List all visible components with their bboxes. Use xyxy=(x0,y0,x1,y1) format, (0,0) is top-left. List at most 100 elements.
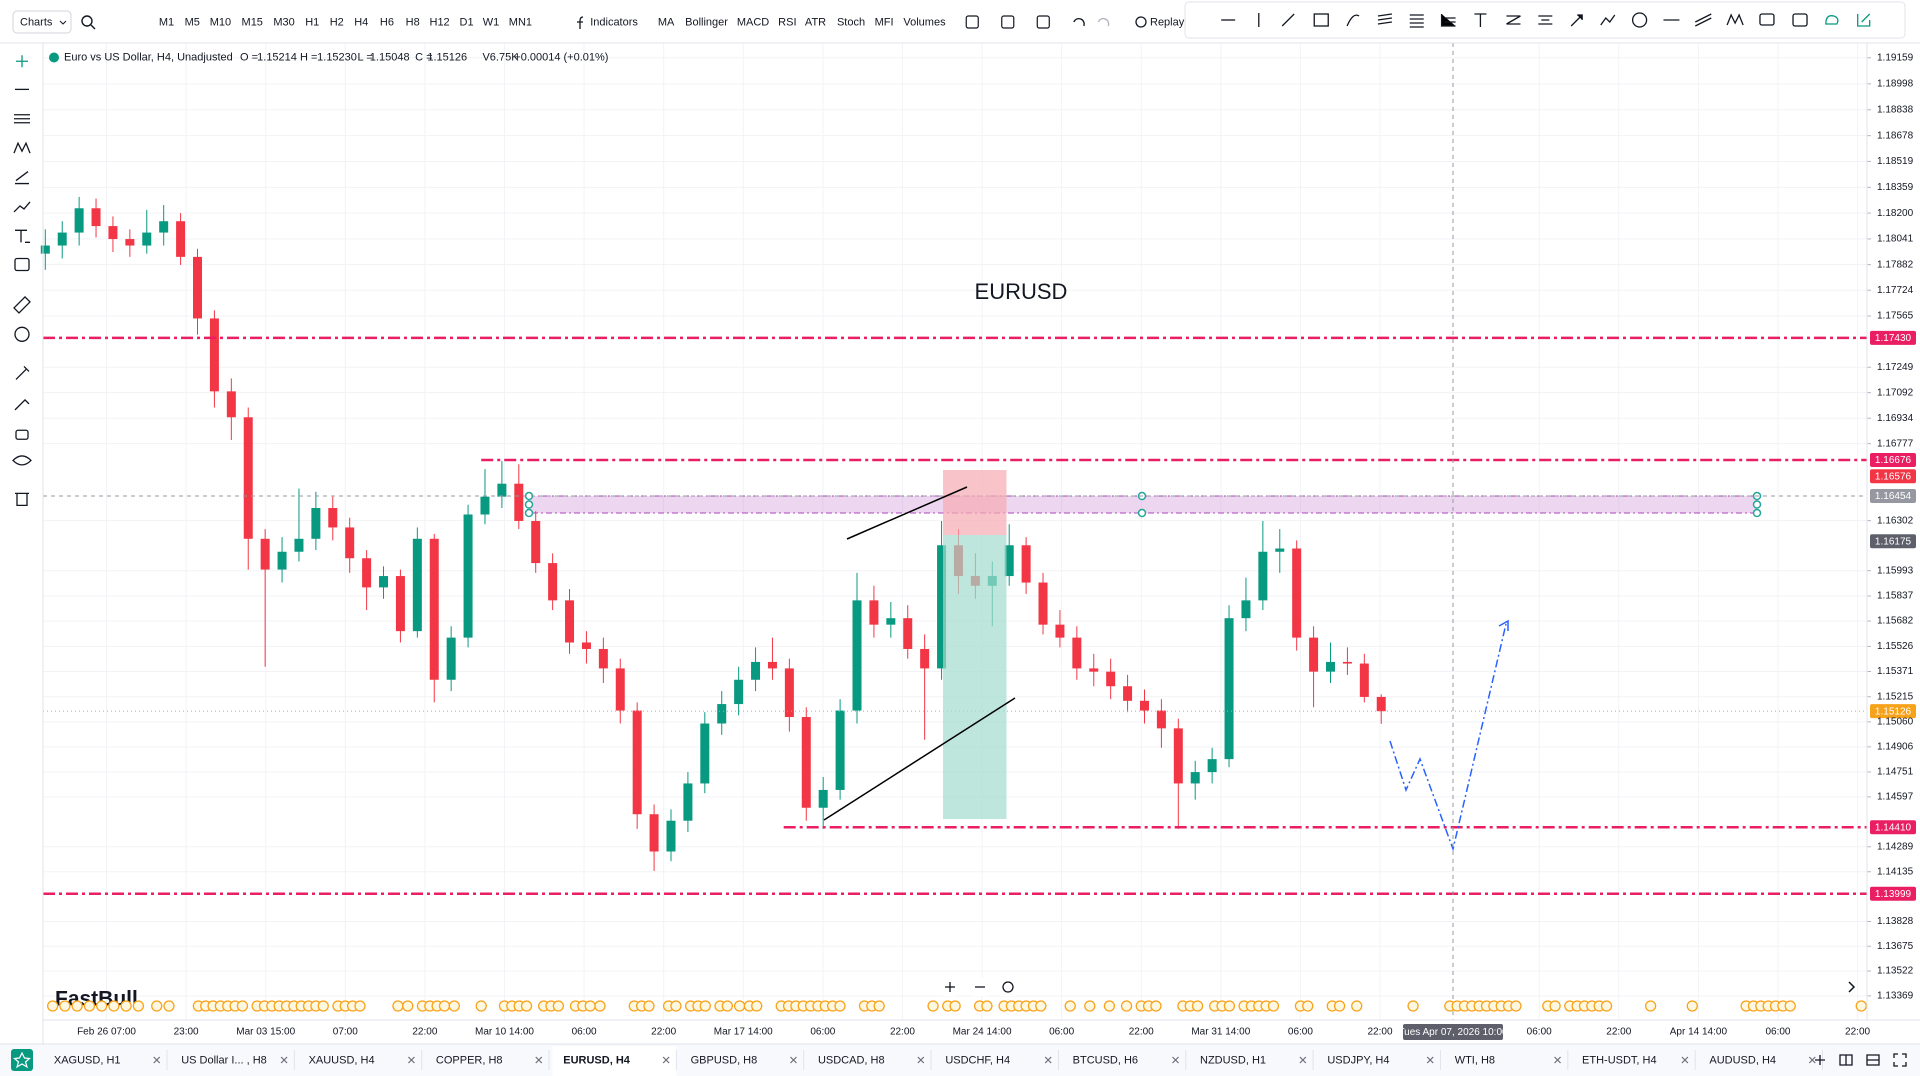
charts-button[interactable] xyxy=(12,10,72,34)
event-icon[interactable] xyxy=(83,1000,96,1012)
search-icon[interactable] xyxy=(81,15,93,27)
event-icon[interactable] xyxy=(402,1000,414,1012)
toolbar-icon[interactable] xyxy=(965,15,979,29)
left-tool[interactable] xyxy=(15,229,30,243)
event-icon[interactable] xyxy=(1351,1000,1363,1012)
timeframe-button[interactable]: H12 xyxy=(430,16,450,28)
event-icon[interactable] xyxy=(47,1000,59,1012)
event-icon[interactable] xyxy=(643,1000,655,1012)
drawing-tool[interactable] xyxy=(1377,13,1393,25)
tab-close[interactable] xyxy=(790,1056,797,1064)
left-tool[interactable] xyxy=(14,326,30,342)
zone-handle[interactable] xyxy=(1137,508,1147,518)
tab-bar-button[interactable] xyxy=(1839,1054,1853,1066)
event-icon[interactable] xyxy=(949,1000,961,1012)
indicator-button[interactable]: Volumes xyxy=(903,16,946,28)
indicator-button[interactable]: MFI xyxy=(875,16,894,28)
tab-close[interactable] xyxy=(535,1056,543,1064)
zone-handle[interactable] xyxy=(524,508,534,518)
drawing-tool[interactable] xyxy=(1663,18,1680,21)
tab-close[interactable] xyxy=(280,1056,288,1064)
left-tool[interactable] xyxy=(14,398,30,411)
drawing-tool[interactable] xyxy=(1409,14,1424,28)
event-icon[interactable] xyxy=(392,1000,404,1012)
event-icon[interactable] xyxy=(236,1000,249,1012)
event-icon[interactable] xyxy=(1644,1000,1657,1012)
tab-label[interactable]: WTI, H8 xyxy=(1455,1054,1495,1066)
event-icon[interactable] xyxy=(594,1000,606,1012)
event-icon[interactable] xyxy=(834,1000,846,1012)
left-tool[interactable] xyxy=(13,201,31,213)
left-tool[interactable] xyxy=(14,257,30,272)
tab-close[interactable] xyxy=(1044,1056,1052,1064)
drawing-tool[interactable] xyxy=(1570,14,1583,27)
timeframe-button[interactable]: M30 xyxy=(273,16,294,28)
drawing-tool[interactable] xyxy=(1313,13,1329,27)
event-icon[interactable] xyxy=(1302,1000,1314,1012)
tab-close[interactable] xyxy=(1808,1056,1816,1064)
event-icon[interactable] xyxy=(520,1000,533,1012)
drawing-tool[interactable] xyxy=(1600,14,1616,26)
indicator-button[interactable]: ATR xyxy=(805,16,826,28)
indicator-button[interactable]: Bollinger xyxy=(685,16,728,28)
drawing-tool[interactable] xyxy=(1759,13,1775,26)
event-icon[interactable] xyxy=(1191,1000,1204,1012)
drawing-tool[interactable] xyxy=(1694,13,1712,27)
tab-close[interactable] xyxy=(408,1056,415,1064)
event-icon[interactable] xyxy=(1549,1000,1561,1012)
tab-bar-button[interactable] xyxy=(1866,1054,1880,1066)
indicator-button[interactable]: RSI xyxy=(778,16,796,28)
timeframe-button[interactable]: M10 xyxy=(210,16,231,28)
indicator-button[interactable]: MACD xyxy=(737,16,769,28)
event-icon[interactable] xyxy=(1064,1000,1076,1012)
tab-label[interactable]: US Dollar I... , H8 xyxy=(181,1054,267,1066)
event-icon[interactable] xyxy=(120,1000,132,1012)
drawing-tool[interactable] xyxy=(1538,15,1553,25)
event-icon[interactable] xyxy=(1510,1000,1522,1012)
event-icon[interactable] xyxy=(733,1000,746,1012)
event-icon[interactable] xyxy=(1084,1000,1096,1012)
event-icon[interactable] xyxy=(317,1000,329,1012)
left-tool[interactable] xyxy=(13,295,31,314)
tab-label[interactable]: COPPER, H8 xyxy=(436,1054,503,1066)
event-icon[interactable] xyxy=(1223,1000,1236,1012)
drawing-tool[interactable] xyxy=(1346,14,1360,27)
event-icon[interactable] xyxy=(552,1000,565,1012)
tab-bar-button[interactable] xyxy=(1815,1055,1825,1065)
timeframe-button[interactable]: H8 xyxy=(406,16,420,28)
event-icon[interactable] xyxy=(1855,1000,1867,1012)
timeframe-button[interactable]: M15 xyxy=(242,16,263,28)
event-icon[interactable] xyxy=(1267,1000,1280,1012)
zone-handle[interactable] xyxy=(524,500,534,509)
tab-close[interactable] xyxy=(1299,1056,1307,1064)
timeframe-button[interactable]: W1 xyxy=(483,16,500,28)
tab-close[interactable] xyxy=(1172,1056,1179,1064)
drawing-tool[interactable] xyxy=(1281,13,1295,27)
tab-label[interactable]: NZDUSD, H1 xyxy=(1200,1054,1266,1066)
left-tool[interactable] xyxy=(15,171,29,185)
event-icon[interactable] xyxy=(59,1000,71,1012)
toolbar-icon[interactable] xyxy=(1036,15,1050,29)
tab-label[interactable]: EURUSD, H4 xyxy=(563,1054,631,1066)
left-tool[interactable] xyxy=(14,114,30,124)
tab-label[interactable]: XAUUSD, H4 xyxy=(309,1054,375,1066)
tab-close[interactable] xyxy=(1681,1056,1689,1064)
left-tool[interactable] xyxy=(15,429,29,440)
tab-label[interactable]: USDJPY, H4 xyxy=(1327,1054,1389,1066)
event-icon[interactable] xyxy=(927,1000,939,1012)
event-icon[interactable] xyxy=(71,1000,83,1012)
event-icon[interactable] xyxy=(438,1000,451,1012)
event-icon[interactable] xyxy=(1120,1000,1133,1012)
tab-label[interactable]: BTCUSD, H6 xyxy=(1073,1054,1138,1066)
timeframe-button[interactable]: M5 xyxy=(185,16,200,28)
tab-label[interactable]: AUDUSD, H4 xyxy=(1709,1054,1776,1066)
event-icon[interactable] xyxy=(873,1000,885,1012)
event-icon[interactable] xyxy=(448,1000,460,1012)
scroll-right[interactable] xyxy=(1848,981,1856,993)
drawing-tool[interactable] xyxy=(1792,13,1808,27)
tab-label[interactable]: XAGUSD, H1 xyxy=(54,1054,121,1066)
event-icon[interactable] xyxy=(475,1000,487,1012)
event-icon[interactable] xyxy=(981,1000,993,1012)
event-icon[interactable] xyxy=(1407,1000,1419,1012)
event-icon[interactable] xyxy=(1784,1000,1796,1012)
